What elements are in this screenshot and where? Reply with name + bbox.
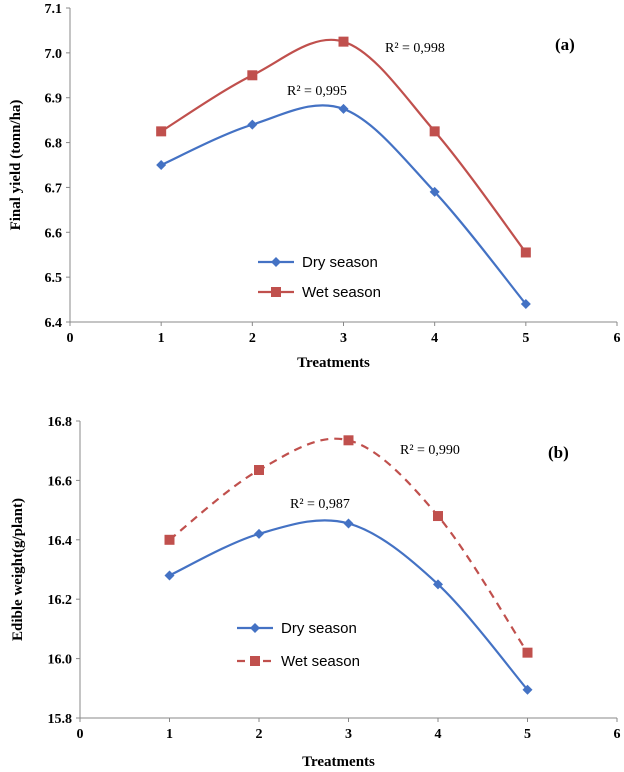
x-tick-label: 6 bbox=[614, 727, 621, 742]
panel-label: (b) bbox=[548, 443, 569, 462]
r-squared-label: R² = 0,990 bbox=[400, 443, 460, 458]
legend: Dry season Wet season bbox=[258, 254, 381, 301]
y-tick-label: 6.6 bbox=[45, 226, 63, 241]
data-point-marker bbox=[338, 103, 349, 114]
data-point-marker bbox=[522, 684, 533, 695]
legend-marker bbox=[250, 623, 260, 633]
data-point-marker bbox=[164, 570, 175, 581]
data-point-marker bbox=[156, 126, 167, 137]
x-tick-label: 6 bbox=[614, 331, 621, 346]
x-tick-label: 3 bbox=[345, 727, 352, 742]
data-point-marker bbox=[338, 36, 349, 47]
data-point-marker bbox=[433, 511, 443, 522]
series-b-1 bbox=[164, 435, 533, 658]
x-tick-label: 1 bbox=[158, 331, 165, 346]
y-tick-label: 16.4 bbox=[48, 534, 73, 549]
x-axis-title: Treatments bbox=[302, 754, 375, 770]
x-tick-label: 5 bbox=[524, 727, 531, 742]
r-squared-label: R² = 0,987 bbox=[290, 497, 350, 512]
x-tick-label: 4 bbox=[431, 331, 438, 346]
panel-label: (a) bbox=[555, 35, 575, 54]
data-point-marker bbox=[254, 465, 264, 476]
data-point-marker bbox=[164, 534, 175, 545]
legend-label: Dry season bbox=[302, 254, 378, 271]
series-a-0 bbox=[156, 103, 531, 310]
chart-b-svg: 15.8 16.0 16.2 16.4 16.6 16.8 0 1 2 3 4 5 6 Treatment… bbox=[10, 415, 621, 770]
y-tick-label: 16.6 bbox=[48, 474, 73, 489]
data-point-marker bbox=[522, 647, 533, 658]
series-line bbox=[169, 519, 529, 691]
r-squared-label: R² = 0,995 bbox=[287, 84, 347, 99]
chart-panel-a: 6.4 6.5 6.6 6.7 6.8 6.9 7.0 7.1 0 1 2 3 4 5 6 Treatment… bbox=[0, 0, 624, 380]
legend-label: Wet season bbox=[281, 653, 360, 670]
data-point-marker bbox=[254, 528, 264, 539]
legend-marker bbox=[271, 257, 281, 267]
chart-a-svg: 6.4 6.5 6.6 6.7 6.8 6.9 7.0 7.1 0 1 2 3 4 5 6 Treatment… bbox=[8, 2, 621, 371]
x-tick-label: 4 bbox=[435, 727, 442, 742]
legend-marker bbox=[271, 287, 281, 297]
data-point-marker bbox=[343, 518, 354, 529]
x-tick-label: 0 bbox=[77, 727, 84, 742]
x-tick-label: 0 bbox=[67, 331, 74, 346]
data-point-marker bbox=[156, 160, 167, 170]
legend-label: Dry season bbox=[281, 620, 357, 637]
x-tick-label: 2 bbox=[249, 331, 256, 346]
y-tick-label: 6.9 bbox=[45, 92, 63, 107]
legend-label: Wet season bbox=[302, 284, 381, 301]
data-point-marker bbox=[247, 119, 258, 130]
y-tick-label: 6.5 bbox=[45, 271, 63, 286]
r-squared-label: R² = 0,998 bbox=[385, 41, 445, 56]
data-point-marker bbox=[520, 247, 531, 258]
y-tick-label: 15.8 bbox=[48, 712, 73, 727]
y-tick-label: 6.7 bbox=[45, 181, 63, 196]
y-tick-label: 16.8 bbox=[48, 415, 73, 430]
y-tick-label: 16.2 bbox=[48, 593, 73, 608]
legend-marker bbox=[250, 656, 260, 666]
data-point-marker bbox=[343, 435, 354, 446]
series-line bbox=[160, 38, 527, 254]
data-point-marker bbox=[429, 186, 440, 197]
y-tick-label: 7.0 bbox=[45, 47, 63, 62]
legend: Dry season Wet season bbox=[237, 620, 360, 670]
data-point-marker bbox=[433, 579, 443, 590]
x-tick-label: 5 bbox=[522, 331, 529, 346]
data-point-marker bbox=[247, 70, 258, 81]
y-axis-title: Final yield (tonn/ha) bbox=[8, 100, 24, 231]
data-point-marker bbox=[520, 299, 531, 310]
chart-panel-b: 15.8 16.0 16.2 16.4 16.6 16.8 0 1 2 3 4 5 6 Treatment… bbox=[0, 388, 624, 772]
x-axis-title: Treatments bbox=[297, 355, 370, 371]
series-a-1 bbox=[156, 36, 531, 258]
series-b-0 bbox=[164, 518, 533, 695]
y-tick-label: 6.8 bbox=[45, 137, 63, 152]
y-tick-label: 16.0 bbox=[48, 653, 73, 668]
series-line bbox=[160, 104, 527, 305]
x-tick-label: 3 bbox=[340, 331, 347, 346]
x-tick-label: 2 bbox=[256, 727, 263, 742]
y-axis-title: Edible weight(g/plant) bbox=[10, 498, 26, 641]
y-tick-label: 6.4 bbox=[45, 316, 63, 331]
y-tick-label: 7.1 bbox=[45, 2, 63, 17]
x-tick-label: 1 bbox=[166, 727, 173, 742]
data-point-marker bbox=[429, 126, 440, 137]
